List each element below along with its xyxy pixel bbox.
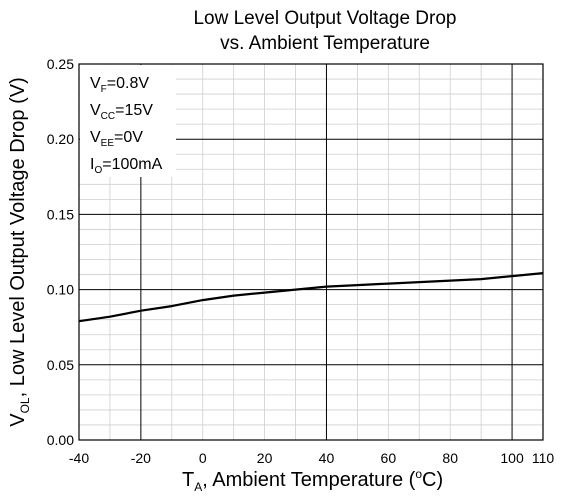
chart-title: Low Level Output Voltage Drop vs. Ambien… [65, 6, 563, 56]
y-tick-label: 0.05 [47, 357, 74, 373]
test-conditions: VF=0.8V VCC=15V VEE=0V IO=100mA [90, 73, 162, 181]
x-axis-title: TA, Ambient Temperature (oC) [182, 462, 443, 499]
y-tick-label: 0.00 [47, 432, 74, 448]
minor-grid [79, 64, 543, 440]
y-axis-title-prefix: V [7, 413, 29, 427]
x-axis-title-sub: A [194, 480, 203, 494]
x-tick-label: 100 [500, 450, 524, 466]
x-tick-label: 80 [442, 450, 458, 466]
x-axis-title-mid: , Ambient Temperature ( [202, 469, 416, 491]
chart-title-line1: Low Level Output Voltage Drop [193, 8, 457, 29]
x-axis-title-sup: o [415, 467, 422, 481]
condition-vcc: VCC=15V [90, 102, 153, 122]
condition-io: IO=100mA [90, 156, 163, 176]
x-tick-label: 110 [532, 450, 555, 466]
condition-vee: VEE=0V [90, 129, 143, 149]
y-axis-title-sub: OL [18, 397, 32, 413]
series-line [78, 272, 544, 323]
y-axis-title-suffix: , Low Level Output Voltage Drop (V) [7, 77, 29, 397]
x-axis-title-prefix: T [182, 469, 195, 491]
y-tick-label: 0.10 [47, 282, 74, 298]
series-group [78, 272, 544, 323]
chart-title-line2: vs. Ambient Temperature [220, 33, 430, 54]
y-axis-title: VOL, Low Level Output Voltage Drop (V) [7, 77, 32, 427]
plot-frame [78, 63, 544, 441]
x-tick-label: 20 [257, 450, 273, 466]
conditions-background [80, 65, 176, 177]
x-tick-label: -20 [131, 450, 151, 466]
y-tick-label: 0.25 [47, 56, 74, 72]
x-axis-title-suffix: C) [422, 469, 444, 491]
x-tick-label: 40 [319, 450, 335, 466]
x-tick-labels: -40 -20 0 20 40 60 80 100 110 [69, 450, 554, 466]
x-tick-label: -40 [69, 450, 89, 466]
x-tick-label: 0 [199, 450, 207, 466]
x-tick-label: 60 [381, 450, 397, 466]
y-tick-label: 0.20 [47, 131, 74, 147]
condition-vf: VF=0.8V [90, 75, 150, 95]
y-tick-labels: 0.00 0.05 0.10 0.15 0.20 0.25 [47, 56, 74, 448]
y-axis-title-text: VOL, Low Level Output Voltage Drop (V) [7, 77, 32, 427]
y-tick-label: 0.15 [47, 206, 74, 222]
